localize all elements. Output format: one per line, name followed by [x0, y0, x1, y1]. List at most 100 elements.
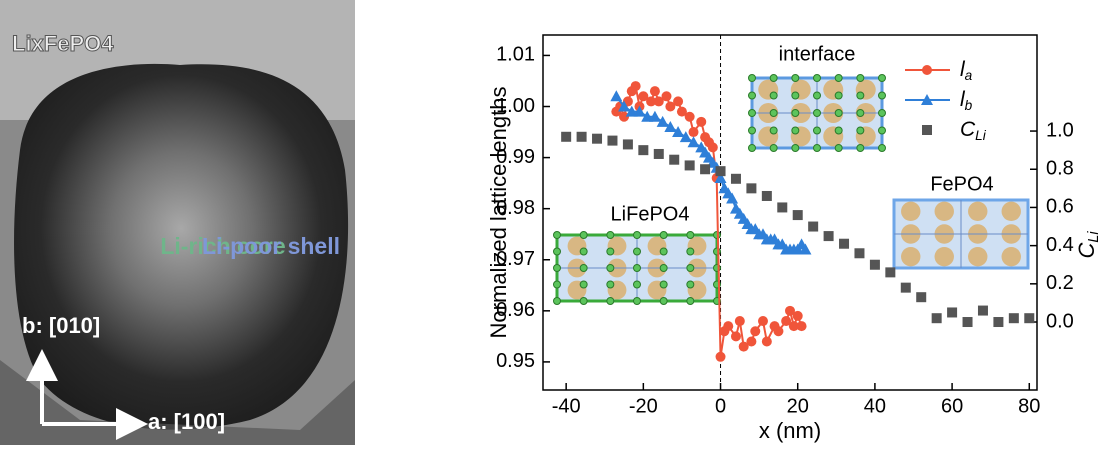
- inset-li: [659, 280, 668, 289]
- inset-li: [856, 109, 865, 117]
- data-point: [869, 259, 880, 270]
- data-point: [638, 145, 649, 156]
- inset-li: [769, 91, 778, 100]
- text-sub: b: [965, 98, 973, 113]
- inset-li: [748, 74, 756, 82]
- y-tick-label: 0.97: [496, 248, 535, 270]
- data-point: [661, 91, 672, 102]
- inset-li: [748, 109, 756, 117]
- inset-li: [553, 297, 561, 305]
- y2-tick-label: 1.0: [1046, 119, 1074, 141]
- text-sub: Li: [975, 128, 987, 143]
- annotation: LiFePO4: [611, 203, 690, 225]
- data-point: [777, 202, 788, 213]
- data-point: [688, 127, 699, 138]
- inset-li: [686, 264, 695, 272]
- inset-li: [813, 91, 821, 100]
- data-point: [664, 120, 677, 132]
- x-tick-label: -20: [629, 395, 658, 417]
- inset-li: [791, 91, 800, 100]
- inset-li: [553, 280, 561, 289]
- data-point: [696, 116, 707, 127]
- text-part: l: [960, 88, 966, 111]
- data-point: [750, 326, 761, 337]
- data-point: [653, 96, 664, 107]
- x-tick-label: 80: [1018, 395, 1040, 417]
- data-point: [823, 231, 834, 242]
- legend-marker: [921, 94, 933, 105]
- y-axis-label: Normalized lattice lengths: [486, 87, 511, 339]
- data-point: [730, 173, 741, 184]
- y2-axis-label: CLi: [1074, 231, 1102, 259]
- data-point: [646, 96, 657, 107]
- x-tick-label: -40: [552, 395, 581, 417]
- data-point: [618, 100, 631, 112]
- inset-li: [553, 247, 561, 256]
- y2-tick-label: 0.8: [1046, 158, 1074, 180]
- data-point: [653, 148, 664, 159]
- inset-li: [813, 144, 821, 152]
- inset-li: [686, 280, 695, 289]
- inset-li: [791, 109, 800, 117]
- inset-atom: [934, 201, 954, 222]
- data-point: [679, 131, 692, 143]
- data-point: [799, 243, 812, 255]
- inset-li: [769, 74, 778, 82]
- data-point: [854, 248, 865, 259]
- y-tick-label: 0.96: [496, 299, 535, 321]
- inset-li: [748, 144, 756, 152]
- inset-atom: [934, 246, 954, 267]
- inset-li: [633, 280, 641, 289]
- inset-li: [713, 247, 721, 256]
- inset-li: [791, 126, 800, 135]
- data-point: [785, 305, 795, 316]
- data-point: [792, 210, 803, 221]
- y2-tick-label: 0.6: [1046, 196, 1074, 218]
- inset-atom: [968, 246, 988, 267]
- inset-li: [748, 126, 756, 135]
- annotation: interface: [779, 43, 856, 65]
- inset-li: [813, 109, 821, 117]
- data-point: [619, 111, 630, 122]
- x-tick-label: 20: [787, 395, 809, 417]
- data-point: [730, 331, 741, 342]
- inset-li: [834, 74, 843, 82]
- data-point: [734, 316, 745, 327]
- data-point: [656, 115, 669, 127]
- plot-frame: [542, 34, 1038, 391]
- data-point: [714, 172, 727, 184]
- text-sub: a: [965, 68, 973, 83]
- data-point: [726, 192, 739, 204]
- inset-li: [606, 297, 615, 305]
- data-point: [638, 91, 649, 102]
- inset-li: [659, 231, 668, 239]
- data-point: [625, 105, 638, 117]
- y-tick-label: 1.01: [496, 44, 535, 66]
- inset-li: [579, 231, 588, 239]
- inset-li: [769, 144, 778, 152]
- inset-li: [553, 264, 561, 272]
- data-point: [684, 160, 695, 171]
- legend-label: CLi: [960, 118, 987, 143]
- data-point: [761, 190, 772, 201]
- inset-li: [856, 91, 865, 100]
- data-point: [947, 307, 958, 318]
- data-point: [684, 111, 695, 122]
- legend-marker: [922, 65, 932, 75]
- inset-li: [606, 264, 615, 272]
- data-point: [723, 321, 734, 332]
- inset-li: [834, 91, 843, 100]
- inset-li: [856, 126, 865, 135]
- y-tick-label: 0.95: [496, 350, 535, 372]
- data-point: [792, 310, 803, 321]
- data-point: [757, 316, 768, 327]
- data-point: [796, 321, 807, 332]
- inset-li: [878, 144, 886, 152]
- inset-li: [659, 297, 668, 305]
- inset-li: [856, 74, 865, 82]
- data-point: [672, 126, 685, 138]
- data-point: [676, 106, 687, 117]
- inset-li: [579, 264, 588, 272]
